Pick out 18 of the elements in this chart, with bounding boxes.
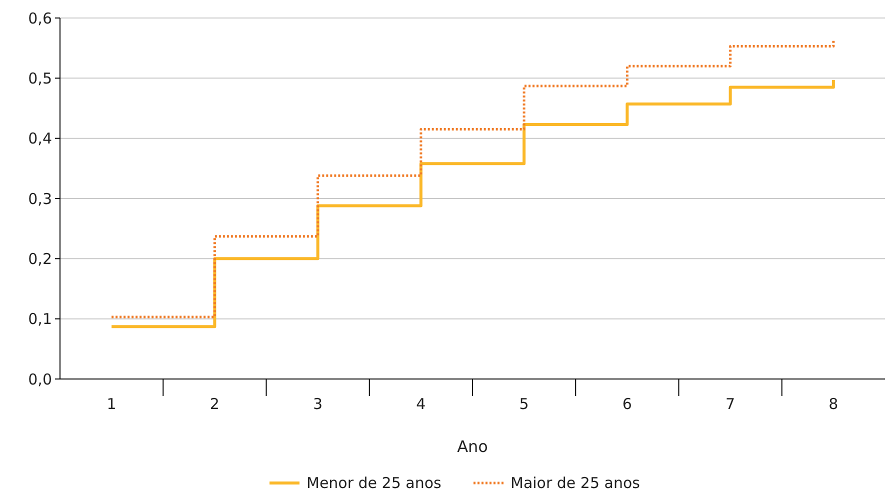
x-tick-label: 6 [622,395,632,413]
y-tick-label: 0,0 [28,370,52,388]
x-tick-label: 7 [726,395,736,413]
legend-label: Menor de 25 anos [306,474,442,492]
y-tick-label: 0,5 [28,69,52,88]
y-tick-label: 0,6 [28,9,52,28]
y-tick-label: 0,1 [28,310,52,328]
x-axis-title: Ano [457,437,488,456]
legend-label: Maior de 25 anos [510,474,640,492]
x-tick-label: 5 [519,395,529,413]
x-tick-label: 8 [828,395,838,413]
x-tick-label: 3 [313,395,323,413]
x-tick-label: 2 [210,395,220,413]
y-tick-label: 0,2 [28,250,52,268]
x-tick-label: 1 [106,395,116,413]
y-tick-label: 0,4 [28,130,52,148]
x-tick-label: 4 [416,395,426,413]
y-tick-label: 0,3 [28,190,52,208]
